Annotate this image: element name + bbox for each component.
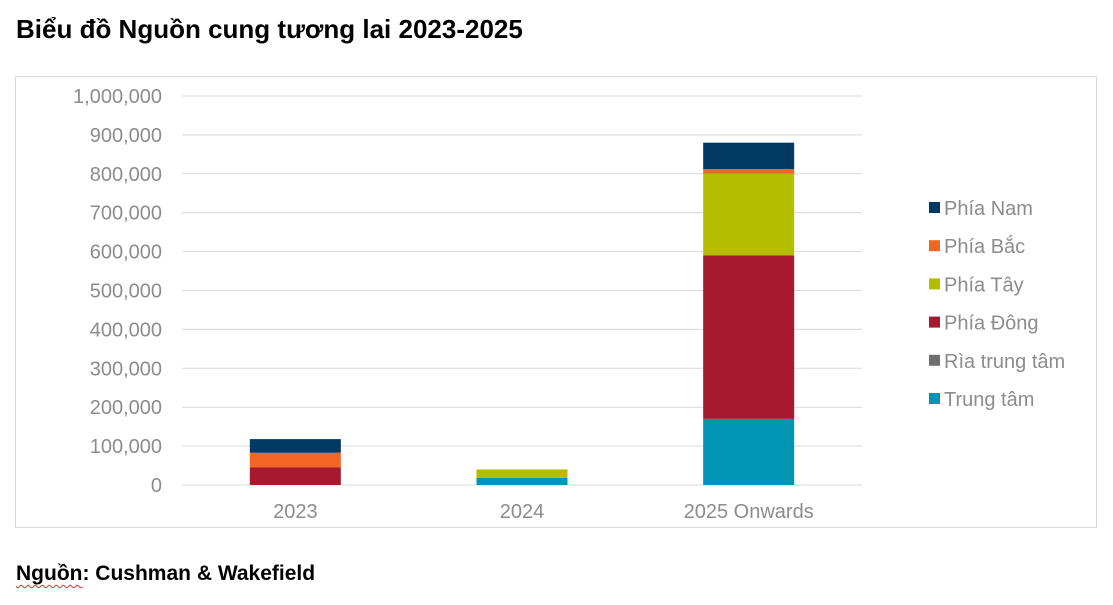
legend-label: Phía Bắc [944, 235, 1025, 258]
bar-segment [249, 439, 341, 453]
stacked-bar-chart: 0 100,000 200,000 300,000 400,000 500,000 600,… [73, 86, 1065, 523]
bar-segment [703, 173, 795, 256]
y-tick-label: 700,000 [90, 203, 162, 225]
bars [249, 142, 795, 485]
legend-label: Phía Tây [944, 274, 1024, 296]
legend-swatch [929, 393, 940, 404]
legend-swatch [929, 354, 940, 366]
legend: Phía Nam Phía Bắc Phía Tây Phía Đông Rìa tru… [929, 198, 1065, 411]
legend-swatch [929, 202, 940, 213]
bar-segment [703, 255, 795, 419]
x-tick-label: 2023 [273, 501, 318, 523]
bar-segment [476, 477, 568, 485]
bar-segment [249, 467, 341, 485]
legend-label: Phía Đông [944, 313, 1039, 335]
y-tick-label: 600,000 [90, 242, 162, 264]
source-label: Nguồn [16, 562, 83, 585]
bar-segment [703, 169, 795, 174]
y-tick-label: 100,000 [90, 436, 162, 458]
y-tick-label: 800,000 [90, 164, 162, 186]
legend-swatch [929, 316, 940, 328]
y-tick-label: 500,000 [90, 281, 162, 303]
legend-label: Phía Nam [944, 198, 1033, 220]
y-axis-labels: 0 100,000 200,000 300,000 400,000 500,000 600,… [73, 86, 162, 497]
x-axis-labels: 2023 2024 2025 Onwards [273, 501, 814, 523]
y-tick-label: 400,000 [90, 319, 162, 341]
y-tick-label: 200,000 [90, 397, 162, 419]
chart-area: 0 100,000 200,000 300,000 400,000 500,000 600,… [15, 76, 1097, 528]
bar-segment [249, 452, 341, 468]
y-tick-label: 900,000 [90, 125, 162, 147]
source-note: Nguồn: Cushman & Wakefield [16, 562, 315, 586]
y-tick-label: 0 [151, 475, 162, 497]
y-tick-label: 300,000 [90, 358, 162, 380]
bar-segment [703, 418, 795, 485]
legend-swatch [929, 240, 940, 252]
legend-label: Rìa trung tâm [944, 351, 1065, 373]
legend-swatch [929, 278, 940, 290]
x-tick-label: 2025 Onwards [684, 501, 814, 523]
bar-segment [703, 142, 795, 170]
bar-segment [476, 469, 568, 478]
y-tick-label: 1,000,000 [73, 86, 162, 108]
x-tick-label: 2024 [500, 501, 545, 523]
chart-title: Biểu đồ Nguồn cung tương lai 2023-2025 [16, 14, 523, 44]
legend-label: Trung tâm [944, 389, 1034, 411]
source-text: : Cushman & Wakefield [82, 562, 316, 585]
